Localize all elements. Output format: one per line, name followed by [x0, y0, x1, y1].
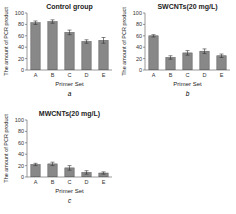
y-tick-label: 0	[21, 67, 24, 73]
y-axis	[27, 13, 28, 70]
y-tick-label: 0	[139, 67, 142, 73]
y-tick-label: 20	[18, 163, 24, 169]
x-axis-label: Primer Set	[55, 81, 84, 87]
bar	[217, 56, 226, 70]
x-tick-label: A	[34, 179, 38, 185]
panel-label: c	[68, 197, 72, 204]
error-bar	[68, 166, 72, 171]
y-tick-label: 40	[136, 44, 142, 50]
bar	[31, 23, 40, 70]
y-tick-label: 0	[21, 174, 24, 180]
error-bar	[51, 20, 55, 23]
x-axis-label: Primer Set	[55, 188, 84, 194]
error-bar	[85, 171, 89, 174]
x-tick-label: D	[85, 72, 89, 78]
x-axis	[145, 70, 230, 71]
error-bar	[102, 172, 106, 174]
error-bar	[34, 163, 38, 165]
x-tick-label: D	[85, 179, 89, 185]
y-axis	[145, 13, 146, 70]
y-tick-label: 80	[18, 21, 24, 27]
x-tick-label: C	[68, 72, 72, 78]
x-axis-label: Primer Set	[173, 81, 202, 87]
bar	[149, 36, 158, 70]
y-tick-label: 20	[18, 56, 24, 62]
title: SWCNTs(20 mg/L)	[157, 3, 217, 11]
x-axis	[27, 177, 112, 178]
panel: MWCNTs(20 mg/L) 0 20 40 60 80 100 A B C D E Primer S…	[3, 110, 112, 204]
x-tick-label: B	[169, 72, 173, 78]
x-tick-label: C	[186, 72, 190, 78]
bar	[82, 42, 91, 71]
y-axis-label: The amount of PCR product	[3, 7, 9, 76]
error-bar	[102, 38, 106, 44]
panel: SWCNTs(20 mg/L) 0 20 40 60 80 100 A B C D E Primer S…	[121, 3, 230, 97]
y-tick-label: 60	[18, 140, 24, 146]
error-bar	[186, 51, 190, 56]
error-bar	[152, 35, 156, 37]
y-tick-label: 60	[18, 33, 24, 39]
x-tick-label: C	[68, 179, 72, 185]
bar	[99, 40, 108, 70]
marks	[31, 20, 108, 70]
bar	[31, 164, 40, 177]
y-axis	[27, 120, 28, 177]
x-tick-label: E	[102, 72, 106, 78]
x-tick-label: E	[220, 72, 224, 78]
x-tick-label: E	[102, 179, 106, 185]
title: MWCNTs(20 mg/L)	[39, 110, 100, 118]
error-bar	[220, 54, 224, 57]
error-bar	[203, 49, 207, 54]
error-bar	[169, 56, 173, 59]
panel-label: a	[68, 90, 72, 97]
y-tick-label: 20	[136, 56, 142, 62]
chart-root: Control group 0 20 40 60 80 100 A B C D E Primer Set…	[0, 0, 236, 214]
x-tick-label: B	[51, 179, 55, 185]
x-tick-label: D	[203, 72, 207, 78]
error-bar	[85, 40, 89, 43]
panel: Control group 0 20 40 60 80 100 A B C D E Primer Set…	[3, 3, 112, 97]
y-tick-label: 40	[18, 151, 24, 157]
bar	[65, 32, 74, 70]
y-tick-label: 40	[18, 44, 24, 50]
y-tick-label: 80	[18, 128, 24, 134]
y-tick-label: 100	[15, 10, 24, 16]
title: Control group	[46, 3, 93, 11]
y-tick-label: 60	[136, 33, 142, 39]
marks	[149, 35, 226, 70]
marks	[31, 162, 108, 177]
bar	[48, 22, 57, 70]
y-tick-label: 100	[15, 117, 24, 123]
x-axis	[27, 70, 112, 71]
panel-label: b	[186, 90, 190, 97]
x-tick-label: B	[51, 72, 55, 78]
x-tick-label: A	[34, 72, 38, 78]
error-bar	[51, 162, 55, 165]
y-axis-label: The amount of PCR product	[3, 114, 9, 183]
error-bar	[34, 21, 38, 24]
bar	[200, 51, 209, 70]
y-tick-label: 80	[136, 21, 142, 27]
y-axis-label: The amount of PCR product	[121, 7, 127, 76]
y-tick-label: 100	[133, 10, 142, 16]
x-tick-label: A	[152, 72, 156, 78]
error-bar	[68, 30, 72, 35]
